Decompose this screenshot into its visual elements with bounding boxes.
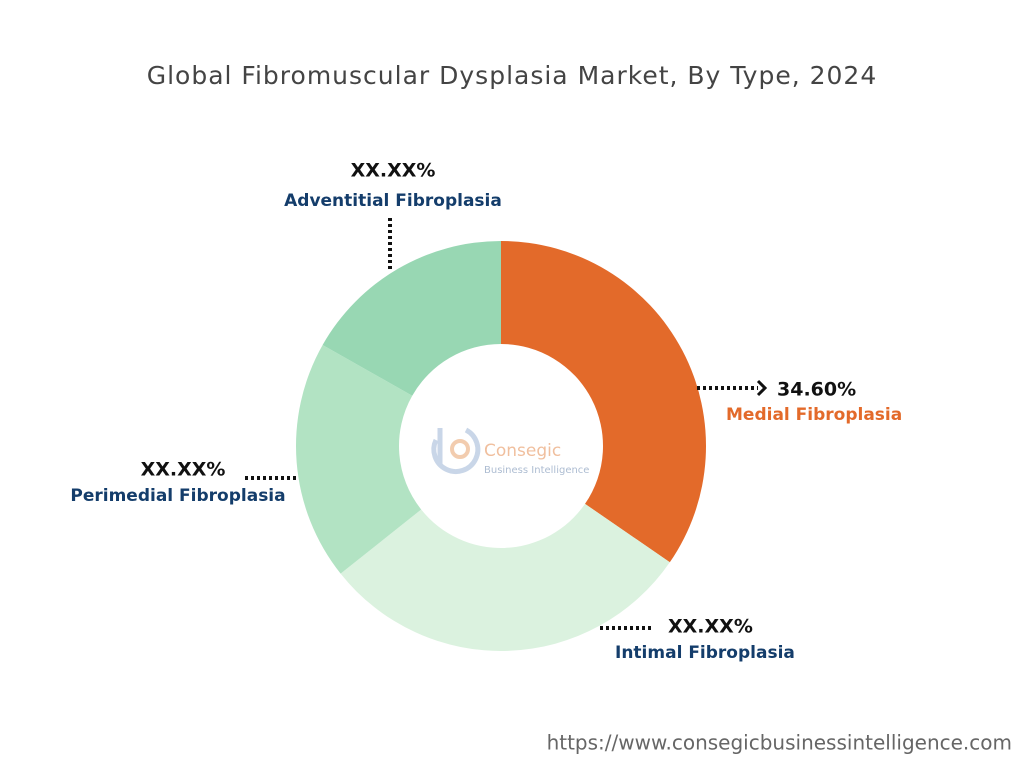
- donut: [296, 240, 706, 651]
- donut-slice: [296, 344, 422, 574]
- logo-arc: [431, 427, 481, 474]
- value-label: 34.60%: [777, 379, 856, 401]
- category-label: Medial Fibroplasia: [726, 405, 902, 425]
- watermark-logo: Consegic Business Intelligence: [431, 427, 589, 476]
- donut-slice: [340, 503, 670, 651]
- category-label: Intimal Fibroplasia: [615, 643, 795, 663]
- value-label: XX.XX%: [668, 616, 753, 638]
- logo-dot: [450, 439, 470, 459]
- donut-slice: [501, 241, 706, 563]
- category-label: Perimedial Fibroplasia: [70, 486, 285, 506]
- value-label: XX.XX%: [351, 160, 436, 182]
- watermark-name: Consegic: [484, 441, 561, 461]
- chart-title: Global Fibromuscular Dysplasia Market, B…: [147, 61, 878, 90]
- donut-slice: [322, 240, 501, 396]
- value-label: XX.XX%: [141, 459, 226, 481]
- leader-arrow: [756, 379, 768, 397]
- source-url: https://www.consegicbusinessintelligence…: [547, 731, 1012, 755]
- labels: 34.60% Medial Fibroplasia XX.XX% Intimal Fi…: [70, 160, 902, 664]
- watermark-tagline: Business Intelligence: [484, 465, 589, 476]
- category-label: Adventitial Fibroplasia: [284, 191, 502, 211]
